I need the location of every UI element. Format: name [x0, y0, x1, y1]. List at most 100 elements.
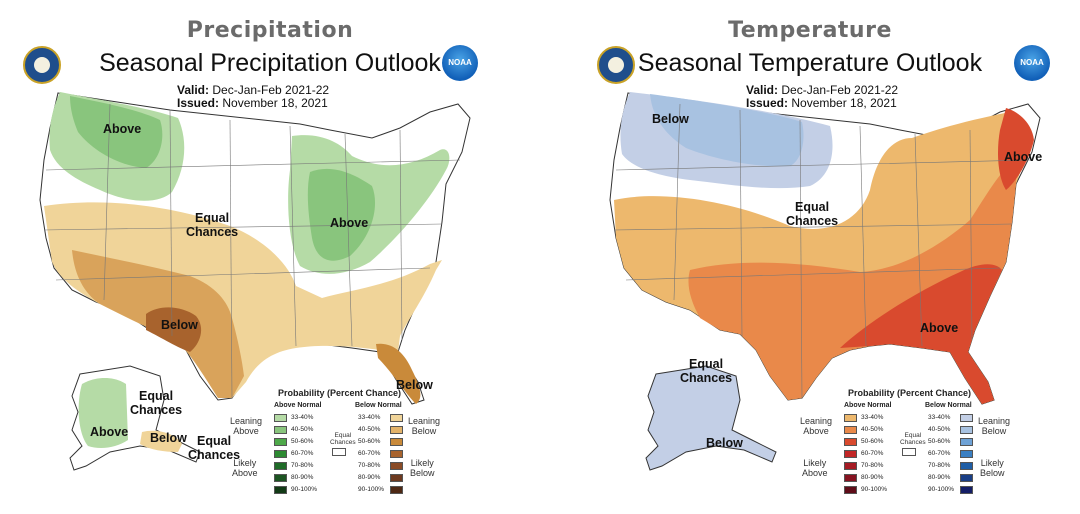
below-swatch: [960, 474, 973, 482]
valid-value: Dec-Jan-Feb 2021-22: [212, 83, 330, 97]
legend-below-heading: Below Normal: [925, 402, 972, 409]
noaa-logo: NOAA: [1014, 45, 1050, 81]
state-boundaries: [43, 103, 461, 399]
below-swatch: [390, 414, 403, 422]
below-swatch-label: 90-100%: [358, 486, 385, 493]
above-swatch-label: 90-100%: [861, 486, 888, 493]
above-swatch-label: 60-70%: [291, 450, 314, 457]
below-swatch: [960, 438, 973, 446]
label-above-northeast: Above: [1004, 150, 1043, 164]
equal-chances-swatch: [332, 448, 346, 456]
below-northwest-inner: [650, 94, 804, 167]
below-swatch-label: 50-60%: [358, 438, 381, 445]
below-swatch: [960, 462, 973, 470]
alaska-above: [78, 378, 128, 448]
above-swatch: [274, 426, 287, 434]
above-northwest-inner: [70, 96, 163, 168]
map-title: Seasonal Temperature Outlook: [637, 49, 983, 77]
label-alaska-equal: Equal Chances: [130, 389, 183, 417]
below-swatch: [390, 438, 403, 446]
valid-value: Dec-Jan-Feb 2021-22: [781, 83, 899, 97]
precipitation-panel: Precipitation NOAA Seasonal Precipitatio…: [23, 18, 478, 506]
above-swatch-label: 40-50%: [291, 426, 314, 433]
below-swatch-label: 70-80%: [928, 462, 951, 469]
label-below-florida: Below: [396, 378, 433, 392]
label-alaska-above: Above: [90, 425, 129, 439]
label-equal-chances: Equal Chances: [786, 200, 839, 228]
issued-value: November 18, 2021: [222, 96, 328, 110]
below-swatch: [960, 486, 973, 494]
leaning-below-text: Leaning Below: [978, 416, 1011, 436]
temperature-map: [609, 92, 1041, 471]
above-swatch: [844, 474, 857, 482]
label-below-northwest: Below: [652, 112, 689, 126]
label-above-great-lakes: Above: [330, 216, 369, 230]
leaning-above-text: Leaning Above: [230, 416, 263, 436]
below-swatch-label: 50-60%: [928, 438, 951, 445]
above-swatch-label: 33-40%: [291, 414, 314, 421]
above-swatch: [274, 414, 287, 422]
above-swatch: [274, 450, 287, 458]
likely-above-text: Likely Above: [232, 458, 258, 478]
temperature-panel: Temperature NOAA Seasonal Temperature Ou…: [540, 0, 1080, 514]
below-swatch-label: 40-50%: [358, 426, 381, 433]
above-swatch: [274, 438, 287, 446]
commerce-seal-logo: [597, 46, 635, 84]
alaska-outline: [645, 365, 777, 471]
above-swatch: [274, 462, 287, 470]
issued-label: Issued:: [177, 96, 220, 110]
equal-chances-text: Equal Chances: [330, 432, 356, 446]
below-swatch: [390, 474, 403, 482]
below-swatch: [390, 486, 403, 494]
leaning-below-region: [44, 202, 442, 398]
above-swatch-label: 80-90%: [861, 474, 884, 481]
below-florida: [376, 343, 421, 404]
above-swatch-label: 50-60%: [861, 438, 884, 445]
label-above-northwest: Above: [103, 122, 142, 136]
issued-label: Issued:: [746, 96, 789, 110]
above-swatch: [844, 426, 857, 434]
label-alaska-equal: Equal Chances: [680, 357, 733, 385]
above-swatch: [844, 486, 857, 494]
below-swatch-label: 80-90%: [358, 474, 381, 481]
above-swatch-label: 70-80%: [291, 462, 314, 469]
label-below-texas: Below: [161, 318, 198, 332]
below-swatch: [960, 426, 973, 434]
legend-above-heading: Above Normal: [274, 402, 322, 409]
legend-title: Probability (Percent Chance): [848, 388, 972, 398]
label-alaska-below: Below: [706, 436, 743, 450]
below-swatch: [390, 450, 403, 458]
above-swatch-label: 40-50%: [861, 426, 884, 433]
valid-issued-block: Valid: Dec-Jan-Feb 2021-22 Issued: Novem…: [746, 84, 898, 110]
state-boundaries: [613, 103, 1031, 399]
above-swatch: [844, 450, 857, 458]
equal-chances-text: Equal Chances: [900, 432, 926, 446]
above-great-lakes-inner: [307, 168, 376, 261]
below-50-60-texas: [146, 307, 202, 352]
precipitation-map: [39, 92, 471, 471]
below-swatch: [390, 426, 403, 434]
above-swatch-label: 60-70%: [861, 450, 884, 457]
below-swatch-label: 40-50%: [928, 426, 951, 433]
above-swatch: [844, 414, 857, 422]
noaa-logo: NOAA: [442, 45, 478, 81]
above-swatch: [274, 474, 287, 482]
below-swatch-label: 90-100%: [928, 486, 955, 493]
valid-issued-block: Valid: Dec-Jan-Feb 2021-22 Issued: Novem…: [177, 84, 329, 110]
legend-below-heading: Below Normal: [355, 402, 402, 409]
label-equal-chances: Equal Chances: [186, 211, 239, 239]
above-swatch-label: 33-40%: [861, 414, 884, 421]
valid-label: Valid:: [746, 83, 779, 97]
below-swatch-label: 33-40%: [928, 414, 951, 421]
above-swatch: [274, 486, 287, 494]
alaska-below: [140, 430, 182, 452]
precip-legend: Probability (Percent Chance) Above Norma…: [230, 386, 440, 506]
section-title: Precipitation: [186, 18, 354, 43]
legend-above-heading: Above Normal: [844, 402, 892, 409]
above-swatch-label: 50-60%: [291, 438, 314, 445]
above-swatch-label: 70-80%: [861, 462, 884, 469]
below-swatch-label: 70-80%: [358, 462, 381, 469]
below-swatch: [960, 450, 973, 458]
above-swatch: [844, 462, 857, 470]
valid-label: Valid:: [177, 83, 210, 97]
